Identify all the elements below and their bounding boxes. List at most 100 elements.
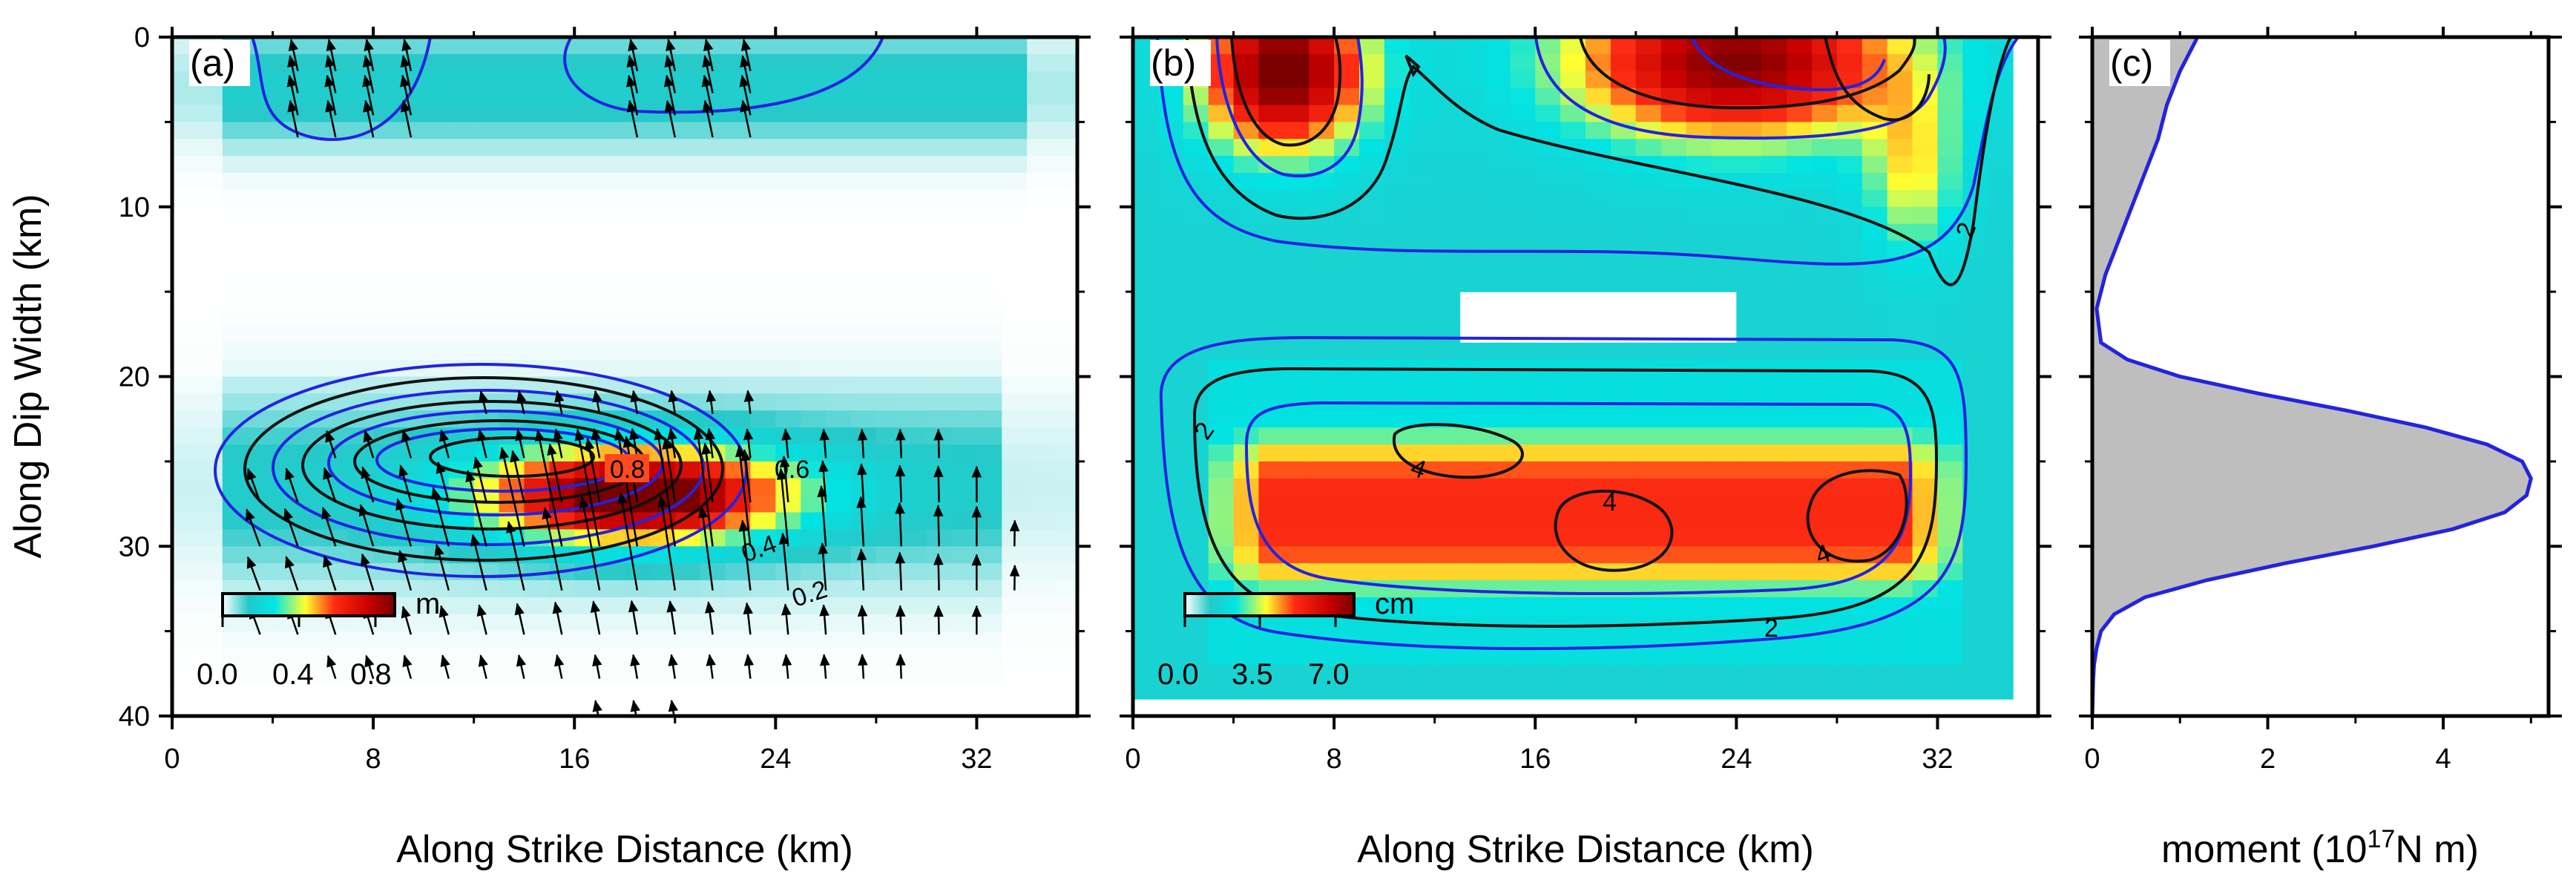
- heat-cell: [398, 699, 424, 716]
- heat-cell: [1359, 376, 1385, 394]
- heat-cell: [298, 342, 323, 361]
- heat-cell: [1988, 122, 2014, 139]
- heat-cell: [1459, 206, 1486, 225]
- heat-cell: [1988, 223, 2014, 242]
- heat-cell: [1384, 37, 1410, 55]
- heat-cell: [1560, 478, 1586, 496]
- heat-cell: [750, 512, 776, 530]
- heat-cell: [625, 325, 651, 344]
- heat-cell: [222, 173, 249, 191]
- heat-cell: [1002, 444, 1028, 462]
- heat-cell: [951, 257, 978, 275]
- colorbar-a: [221, 592, 396, 617]
- contour-0.3: [272, 389, 705, 546]
- heat-cell: [373, 292, 399, 309]
- heat-cell: [1027, 53, 1053, 72]
- heat-cell: [1836, 648, 1863, 666]
- heat-cell: [348, 88, 374, 106]
- heat-cell: [1787, 495, 1813, 513]
- heat-cell: [1610, 495, 1637, 513]
- heat-cell: [1334, 546, 1360, 564]
- heat-cell: [1258, 376, 1284, 394]
- heat-cell: [448, 665, 475, 683]
- heat-cell: [851, 648, 877, 666]
- heat-cell: [926, 309, 953, 326]
- heat-cell: [1334, 325, 1360, 344]
- heat-cell: [901, 173, 927, 191]
- heat-cell: [1258, 495, 1284, 513]
- heat-cell: [448, 223, 475, 242]
- heat-cell: [750, 495, 776, 513]
- heat-cell: [1560, 631, 1586, 649]
- heat-cell: [700, 257, 726, 275]
- heat-cell: [1359, 597, 1385, 615]
- heat-cell: [172, 292, 198, 309]
- heat-cell: [172, 546, 198, 564]
- heat-cell: [1359, 444, 1385, 462]
- rake-arrow-head: [510, 450, 520, 463]
- heat-cell: [951, 37, 978, 55]
- heat-cell: [750, 257, 776, 275]
- heat-cell: [1208, 427, 1235, 445]
- heat-cell: [801, 189, 827, 208]
- heat-cell: [1686, 563, 1712, 581]
- heat-cell: [1002, 648, 1028, 666]
- heat-cell: [1686, 206, 1712, 225]
- heat-cell: [247, 223, 274, 242]
- rake-arrow-head: [781, 603, 792, 616]
- heat-cell: [1510, 427, 1536, 445]
- heat-cell: [1787, 393, 1813, 411]
- heat-cell: [398, 614, 424, 632]
- rake-arrow-head: [971, 505, 982, 518]
- heat-cell: [1002, 275, 1028, 292]
- heat-cell: [1686, 478, 1712, 496]
- heat-cell: [298, 393, 323, 411]
- heat-cell: [1334, 478, 1360, 496]
- heat-cell: [775, 53, 801, 72]
- heat-cell: [875, 105, 902, 122]
- heat-cell: [197, 275, 223, 292]
- heat-cell: [423, 70, 450, 89]
- heat-cell: [1002, 206, 1028, 225]
- heat-cell: [700, 682, 726, 700]
- heat-cell: [1409, 105, 1436, 122]
- heat-cell: [1887, 648, 1913, 666]
- rake-arrow-head: [326, 654, 337, 668]
- heat-cell: [700, 699, 726, 716]
- heat-cell: [1610, 529, 1637, 547]
- heat-cell: [649, 139, 676, 157]
- heat-cell: [1157, 597, 1184, 615]
- rake-arrow-head: [743, 602, 754, 615]
- heat-cell: [448, 275, 475, 292]
- heat-cell: [1912, 461, 1939, 479]
- heat-cell: [750, 427, 776, 445]
- heat-cell: [1836, 427, 1863, 445]
- heat-cell: [725, 122, 752, 139]
- heat-cell: [272, 563, 299, 581]
- heat-cell: [323, 156, 349, 174]
- heat-cell: [1485, 156, 1511, 174]
- heat-cell: [750, 156, 776, 174]
- heat-cell: [1133, 580, 1159, 598]
- rake-arrow-head: [440, 654, 450, 668]
- heat-cell: [826, 37, 852, 55]
- rake-arrow-head: [856, 548, 867, 561]
- heat-cell: [499, 139, 525, 157]
- heat-cell: [1002, 37, 1028, 55]
- heat-cell: [1233, 173, 1260, 191]
- heat-cell: [801, 325, 827, 344]
- heat-cell: [1761, 546, 1787, 564]
- heat-cell: [1988, 156, 2014, 174]
- heat-cell: [1459, 580, 1486, 598]
- heat-cell: [976, 189, 1002, 208]
- heat-cell: [298, 240, 323, 258]
- heat-cell: [1157, 393, 1184, 411]
- heat-cell: [473, 275, 500, 292]
- heat-cell: [625, 37, 651, 55]
- heat-cell: [1937, 580, 1963, 598]
- heat-cell: [1736, 359, 1762, 378]
- heat-cell: [197, 682, 223, 700]
- heat-cell: [750, 240, 776, 258]
- heat-cell: [826, 699, 852, 716]
- heat-cell: [298, 105, 323, 122]
